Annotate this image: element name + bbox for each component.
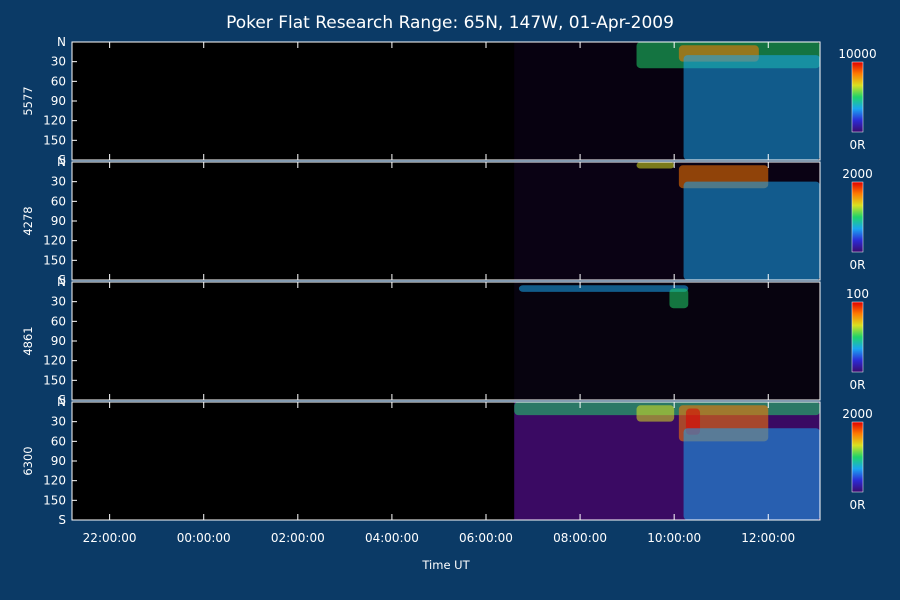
y-tick-label: S <box>58 273 66 287</box>
x-tick-label: 10:00:00 <box>647 531 701 545</box>
panel-5577: N 30 60 90 120 150 S 5577 10000 0R <box>21 35 877 167</box>
colorbar-min-label: 0R <box>850 138 866 152</box>
colorbar-max-label: 2000 <box>842 167 873 181</box>
y-tick-label: N <box>57 155 66 169</box>
panels-group: N 30 60 90 120 150 S 5577 10000 0R N 30 60 90 120 150 S 4… <box>21 35 877 527</box>
panel-label: 5577 <box>21 86 35 115</box>
colorbar <box>851 301 864 373</box>
emission-feature <box>518 285 689 292</box>
y-tick-label: S <box>58 513 66 527</box>
colorbar-max-label: 2000 <box>842 407 873 421</box>
emission-feature <box>636 405 675 422</box>
y-tick-label: S <box>58 393 66 407</box>
x-axis: 22:00:00 00:00:00 02:00:00 04:00:00 06:00:00… <box>83 531 796 545</box>
y-tick-label: 150 <box>43 373 66 387</box>
panel-4861: N 30 60 90 120 150 S 4861 100 0R <box>21 275 869 407</box>
emission-feature <box>669 288 689 309</box>
y-tick-label: S <box>58 153 66 167</box>
colorbar-min-label: 0R <box>850 258 866 272</box>
y-tick-label: 60 <box>51 314 66 328</box>
y-tick-label: 30 <box>51 415 66 429</box>
emission-feature <box>683 428 820 520</box>
chart-title: Poker Flat Research Range: 65N, 147W, 01… <box>226 13 674 33</box>
y-tick-label: 60 <box>51 74 66 88</box>
y-tick-label: 30 <box>51 55 66 69</box>
y-tick-label: 90 <box>51 334 66 348</box>
colorbar-min-label: 0R <box>850 498 866 512</box>
colorbar-min-label: 0R <box>850 378 866 392</box>
emission-feature <box>683 55 820 160</box>
y-tick-label: 150 <box>43 253 66 267</box>
x-axis-label: Time UT <box>421 558 470 572</box>
panel-6300: N 30 60 90 120 150 S 6300 2000 0R <box>21 395 873 527</box>
x-tick-label: 08:00:00 <box>553 531 607 545</box>
y-tick-label: 120 <box>43 234 66 248</box>
panel-label: 4278 <box>21 206 35 235</box>
panel-label: 4861 <box>21 326 35 355</box>
x-tick-label: 02:00:00 <box>271 531 325 545</box>
y-tick-label: 90 <box>51 214 66 228</box>
y-tick-label: 30 <box>51 295 66 309</box>
panel-data-region <box>514 282 820 400</box>
y-tick-label: 120 <box>43 474 66 488</box>
colorbar <box>851 421 864 493</box>
emission-feature <box>636 162 675 169</box>
y-tick-label: 60 <box>51 194 66 208</box>
colorbar <box>851 181 864 253</box>
y-tick-label: 90 <box>51 94 66 108</box>
y-tick-label: 120 <box>43 354 66 368</box>
x-tick-label: 00:00:00 <box>177 531 231 545</box>
y-tick-label: N <box>57 395 66 409</box>
colorbar <box>851 61 864 133</box>
x-tick-label: 12:00:00 <box>741 531 795 545</box>
y-tick-label: 120 <box>43 114 66 128</box>
panel-4278: N 30 60 90 120 150 S 4278 2000 0R <box>21 155 873 287</box>
y-tick-label: N <box>57 275 66 289</box>
x-tick-label: 22:00:00 <box>83 531 137 545</box>
y-tick-label: 30 <box>51 175 66 189</box>
y-tick-label: 90 <box>51 454 66 468</box>
colorbar-max-label: 10000 <box>838 47 876 61</box>
emission-feature <box>683 181 820 280</box>
colorbar-max-label: 100 <box>846 287 869 301</box>
x-tick-label: 06:00:00 <box>459 531 513 545</box>
panel-label: 6300 <box>21 446 35 475</box>
y-tick-label: 60 <box>51 434 66 448</box>
y-tick-label: 150 <box>43 133 66 147</box>
y-tick-label: N <box>57 35 66 49</box>
x-tick-label: 04:00:00 <box>365 531 419 545</box>
y-tick-label: 150 <box>43 493 66 507</box>
